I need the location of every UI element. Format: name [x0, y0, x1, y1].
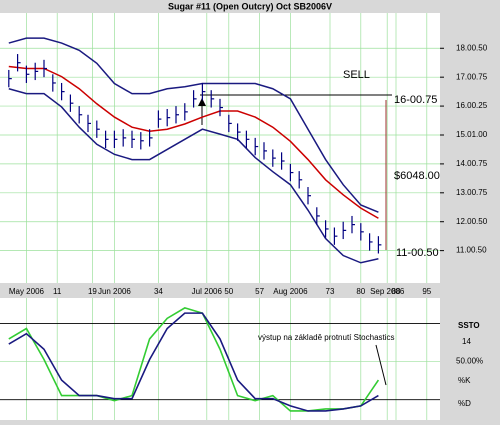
- x-tick-label: 88: [392, 287, 401, 296]
- x-tick-label: 73: [326, 287, 335, 296]
- arrow: [375, 344, 387, 386]
- legend-label: %K: [458, 376, 471, 385]
- x-tick-label: 50: [224, 287, 233, 296]
- stochastic-line: [8, 307, 380, 412]
- legend-label: %D: [458, 399, 471, 408]
- panel-label: SSTO: [458, 321, 480, 330]
- stochastic-panel: [0, 298, 440, 420]
- y-tick-label: 11.00.50: [456, 246, 487, 255]
- annotation: výstup na základě protnutí Stochastics: [258, 333, 395, 342]
- period-label: 14: [462, 337, 471, 346]
- y-tick-label: 50.00%: [456, 357, 483, 366]
- y-tick-label: 16.00.25: [456, 101, 488, 110]
- annotation: $6048.00: [394, 170, 440, 182]
- x-tick-label: 80: [356, 287, 365, 296]
- annotation: SELL: [343, 69, 370, 81]
- price-panel: [0, 13, 440, 283]
- annotation: 16-00.75: [394, 94, 437, 106]
- x-tick-label: 19: [88, 287, 97, 296]
- y-tick-label: 14.00.75: [456, 159, 488, 168]
- x-tick-label: May 2006: [9, 287, 45, 296]
- x-tick-label: Aug 2006: [273, 287, 308, 296]
- band-line: [8, 65, 379, 219]
- y-tick-label: 12.00.50: [456, 217, 488, 226]
- x-tick-label: 95: [422, 287, 431, 296]
- y-tick-label: 18.00.50: [456, 43, 488, 52]
- y-tick-label: 17.00.75: [456, 72, 488, 81]
- band-line: [8, 37, 379, 213]
- annotation: 11-00.50: [396, 247, 439, 259]
- x-tick-label: Jul 2006: [192, 287, 223, 296]
- chart-title: Sugar #11 (Open Outcry) Oct SB2006V: [168, 1, 332, 11]
- stochastic-line: [8, 312, 379, 412]
- x-tick-label: Sep 2006: [370, 287, 405, 296]
- arrow-head: [198, 98, 206, 106]
- x-tick-label: Jun 2006: [98, 287, 131, 296]
- y-tick-label: 15.01.00: [456, 130, 488, 139]
- x-tick-label: 34: [154, 287, 163, 296]
- x-tick-label: 11: [53, 287, 62, 296]
- x-tick-label: 57: [255, 287, 264, 296]
- y-tick-label: 13.00.75: [456, 188, 488, 197]
